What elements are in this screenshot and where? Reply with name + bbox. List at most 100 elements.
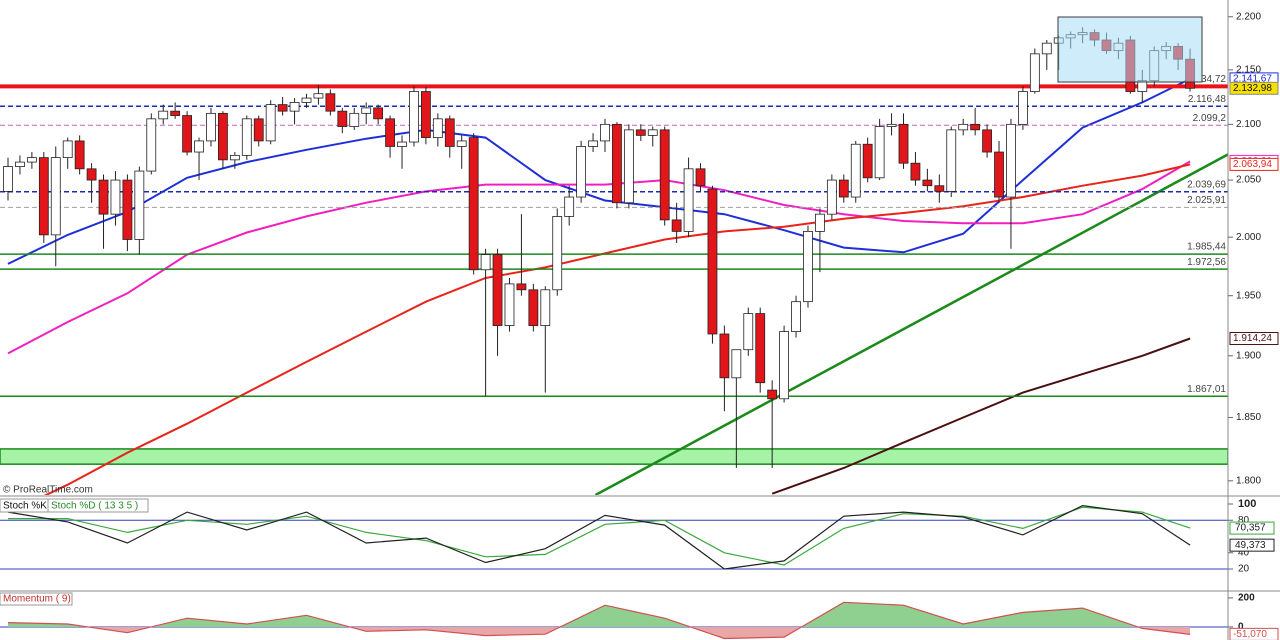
level-label: 2.025,91 — [1187, 195, 1226, 206]
candle-body — [1029, 53, 1040, 92]
candle-body — [468, 137, 479, 271]
candle-body — [1018, 91, 1028, 125]
y-tick-label: 200 — [1238, 593, 1255, 604]
candle-body — [277, 104, 288, 112]
candle-body — [134, 170, 145, 240]
candle-body — [695, 168, 706, 187]
y-tick-label: 2.200 — [1236, 11, 1261, 22]
candle-body — [420, 91, 431, 138]
level-label: 1.972,56 — [1187, 257, 1226, 268]
candle-body — [253, 118, 264, 142]
value-tag: 2.141,67 — [1233, 74, 1272, 85]
momentum-line — [7, 601, 1191, 640]
candle-body — [480, 254, 491, 271]
level-label: 2.116,48 — [1188, 94, 1227, 105]
candle-body — [540, 289, 551, 326]
candle-body — [432, 118, 443, 138]
watermark: © ProRealTime.com — [3, 485, 93, 496]
candle-body — [946, 129, 957, 192]
candle-body — [1041, 42, 1052, 55]
legend-box — [47, 498, 149, 513]
candle-body — [241, 118, 252, 156]
candle-body — [612, 123, 622, 204]
value-tag-box — [1229, 157, 1279, 171]
candle-body — [15, 161, 25, 167]
candle-body — [516, 283, 527, 291]
candle-body — [373, 107, 384, 120]
candle-body — [146, 118, 157, 172]
y-tick-label: 2.150 — [1236, 65, 1261, 76]
candle-body — [707, 188, 718, 335]
candle-body — [409, 91, 419, 143]
value-tag: 49,373 — [1235, 540, 1266, 551]
candle-body — [313, 93, 324, 99]
value-tag: 2.132,98 — [1233, 83, 1272, 94]
candle-body — [182, 115, 193, 153]
value-tag: 70,357 — [1235, 523, 1266, 534]
candle-body — [564, 196, 575, 217]
candle-body — [934, 185, 945, 192]
candle-body — [361, 107, 372, 114]
candle-body — [576, 146, 587, 198]
candle-body — [74, 140, 85, 170]
candle-body — [623, 129, 634, 204]
candle-body — [803, 230, 813, 303]
stoch-line — [7, 504, 1191, 570]
candle-body — [958, 123, 969, 131]
value-tag: 1.914,24 — [1233, 333, 1272, 344]
candle-body — [779, 331, 789, 400]
candle-body — [385, 118, 395, 147]
candle-body — [110, 179, 121, 215]
momentum-panel — [0, 601, 1228, 640]
legend-d: Stoch %D ( 13 3 5 ) — [51, 501, 138, 512]
value-tag-box — [1229, 81, 1279, 95]
y-tick-label: 1.950 — [1236, 290, 1261, 301]
candle-body — [1006, 123, 1016, 198]
candle-body — [826, 179, 837, 215]
candle-body — [767, 389, 778, 400]
candle-body — [886, 123, 897, 127]
price-axis: 2.200 2.150 2.100 2.050 2.000 1.950 1.900 1.850… — [1228, 11, 1261, 633]
value-tag-box — [1229, 521, 1275, 535]
candle-body — [528, 289, 539, 326]
candle-body — [659, 129, 670, 221]
candle-body — [38, 157, 49, 236]
moving-average — [7, 78, 1191, 265]
candle-body — [600, 123, 610, 142]
y-tick-label: 2.100 — [1236, 119, 1261, 130]
y-tick-label: 80 — [1238, 515, 1250, 526]
candle-body — [970, 123, 981, 131]
candle-body — [26, 157, 37, 163]
candle-body — [994, 151, 1004, 198]
y-tick-label: 2.000 — [1236, 232, 1261, 243]
momentum-area-down — [88, 627, 1191, 639]
candle-body — [265, 104, 276, 142]
candle-body — [301, 97, 312, 103]
level-label: 2.099,2 — [1193, 113, 1227, 124]
candle-body — [982, 129, 992, 153]
level-label: 34,72 — [1201, 74, 1226, 85]
candle-body — [170, 110, 181, 116]
moving-average — [7, 160, 1191, 355]
y-tick-label: 1.900 — [1236, 350, 1261, 361]
candle-body — [850, 143, 861, 198]
y-tick-label: 1.850 — [1236, 412, 1261, 423]
value-tag-box — [1229, 627, 1279, 640]
candle-body — [910, 162, 921, 181]
candle-body — [731, 349, 742, 379]
candle-body — [815, 213, 825, 232]
candle-body — [683, 168, 694, 232]
candle-body — [50, 157, 61, 236]
level-label: 1.985,44 — [1187, 242, 1226, 253]
y-tick-label: 1.800 — [1236, 475, 1261, 486]
candle-body — [838, 179, 849, 198]
candle-body — [397, 141, 407, 147]
momentum-area-up — [8, 602, 1191, 627]
candle-body — [325, 93, 336, 112]
candle-body — [552, 216, 563, 291]
price-panel — [0, 27, 1228, 495]
y-tick-label: 100 — [1238, 498, 1256, 510]
candle-body — [158, 110, 169, 120]
y-tick-label: 20 — [1238, 564, 1250, 575]
